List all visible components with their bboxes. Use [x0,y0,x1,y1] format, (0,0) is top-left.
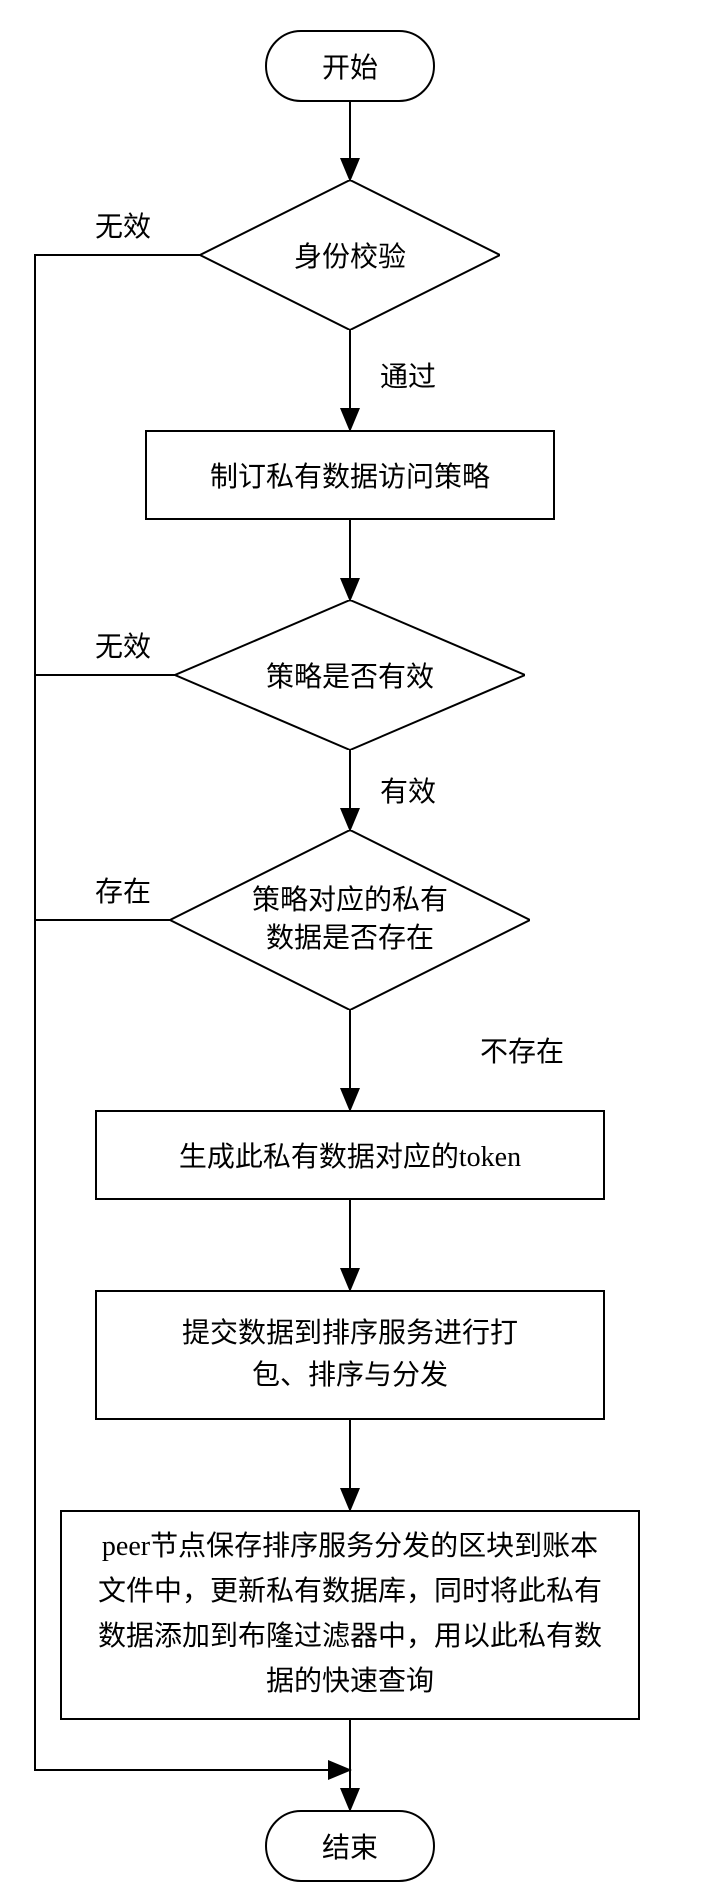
process-create-policy-label: 制订私有数据访问策略 [210,455,490,495]
start-node: 开始 [265,30,435,102]
edge-label-invalid-1: 无效 [95,205,151,245]
end-node: 结束 [265,1810,435,1882]
process-submit-ordering: 提交数据到排序服务进行打 包、排序与分发 [95,1290,605,1420]
edge-label-pass: 通过 [380,355,436,395]
edge-label-valid: 有效 [380,770,436,810]
decision-data-exists-label: 策略对应的私有 数据是否存在 [252,882,448,958]
process-submit-ordering-label: 提交数据到排序服务进行打 包、排序与分发 [182,1313,518,1397]
process-generate-token-label: 生成此私有数据对应的token [179,1135,521,1175]
process-create-policy: 制订私有数据访问策略 [145,430,555,520]
process-peer-save: peer节点保存排序服务分发的区块到账本 文件中，更新私有数据库，同时将此私有 … [60,1510,640,1720]
process-generate-token: 生成此私有数据对应的token [95,1110,605,1200]
decision-data-exists: 策略对应的私有 数据是否存在 [170,830,530,1010]
decision-policy-valid: 策略是否有效 [175,600,525,750]
end-label: 结束 [322,1826,378,1866]
decision-policy-valid-label: 策略是否有效 [266,655,434,695]
process-peer-save-label: peer节点保存排序服务分发的区块到账本 文件中，更新私有数据库，同时将此私有 … [98,1525,602,1704]
edge-label-notexist: 不存在 [480,1030,564,1070]
edge-label-exist: 存在 [95,870,151,910]
edge-label-invalid-2: 无效 [95,625,151,665]
decision-identity-check: 身份校验 [200,180,500,330]
decision-identity-check-label: 身份校验 [294,235,406,275]
start-label: 开始 [322,46,378,86]
